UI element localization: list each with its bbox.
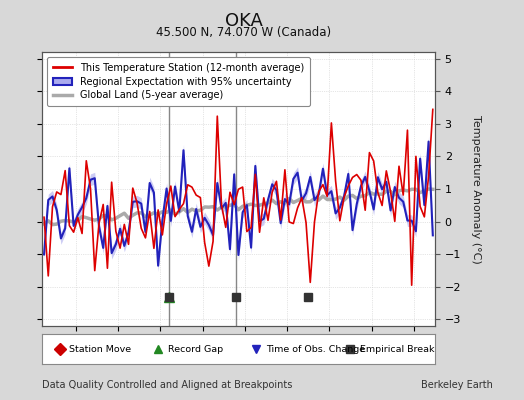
Text: Empirical Break: Empirical Break (361, 344, 435, 354)
Text: Record Gap: Record Gap (168, 344, 223, 354)
Text: Time of Obs. Change: Time of Obs. Change (266, 344, 365, 354)
Text: Station Move: Station Move (69, 344, 132, 354)
Legend: This Temperature Station (12-month average), Regional Expectation with 95% uncer: This Temperature Station (12-month avera… (47, 57, 310, 106)
Y-axis label: Temperature Anomaly (°C): Temperature Anomaly (°C) (471, 115, 481, 263)
Text: OKA: OKA (225, 12, 263, 30)
Text: Berkeley Earth: Berkeley Earth (421, 380, 493, 390)
Text: 45.500 N, 74.070 W (Canada): 45.500 N, 74.070 W (Canada) (156, 26, 331, 39)
Text: Data Quality Controlled and Aligned at Breakpoints: Data Quality Controlled and Aligned at B… (42, 380, 292, 390)
